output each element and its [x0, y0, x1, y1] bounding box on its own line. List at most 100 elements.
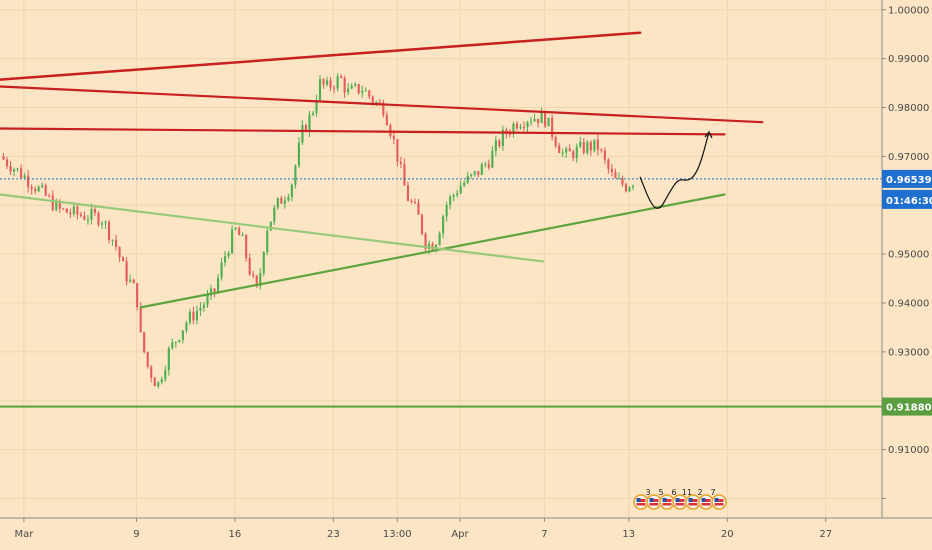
candle-body	[565, 148, 568, 153]
candle-body	[406, 185, 410, 201]
event-flag-icon[interactable]	[698, 494, 714, 510]
candle-body	[34, 189, 37, 192]
candle-body	[122, 257, 125, 262]
candle-body	[385, 114, 388, 126]
candle-body	[350, 85, 353, 89]
candle-body	[107, 221, 111, 240]
candle-body	[72, 206, 75, 215]
candle-body	[333, 87, 336, 89]
candle-body	[438, 233, 441, 246]
candle-body	[318, 79, 322, 101]
candle-body	[547, 117, 550, 127]
candle-body	[202, 304, 206, 308]
candle-body	[273, 207, 276, 222]
candle-body	[216, 277, 220, 292]
candlesticks	[2, 73, 635, 389]
y-tick-label: 1.00000	[888, 5, 929, 16]
y-tick-label: 0.95000	[888, 250, 929, 261]
price-axis-panel	[882, 0, 932, 550]
trendline-descending-support[interactable]	[0, 193, 545, 263]
candle-body	[600, 149, 603, 151]
candle-body	[195, 310, 198, 321]
candle-body	[589, 141, 592, 151]
trendline-descending-resistance[interactable]	[0, 85, 764, 124]
candle-body	[621, 178, 624, 185]
x-tick-label: Apr	[451, 529, 469, 540]
candle-body	[463, 182, 466, 186]
event-flag-icon[interactable]	[646, 494, 662, 510]
event-flag-icon[interactable]	[659, 494, 675, 510]
candle-body	[340, 76, 343, 78]
candle-body	[287, 196, 290, 201]
candle-body	[449, 196, 452, 205]
candle-body	[575, 146, 578, 159]
candle-body	[572, 151, 575, 159]
candle-body	[37, 186, 40, 192]
candle-body	[628, 187, 631, 192]
y-tick-label: 0.93000	[888, 347, 929, 358]
candle-body	[417, 203, 420, 215]
trendline-ascending-support[interactable]	[139, 193, 726, 309]
x-tick-label: 13:00	[383, 529, 412, 540]
candle-body	[213, 288, 216, 292]
candle-body	[533, 118, 536, 122]
candle-body	[262, 252, 265, 274]
x-tick-label: 7	[541, 529, 547, 540]
projection-curve[interactable]	[639, 131, 710, 209]
projection-arrowhead	[704, 130, 713, 139]
candle-body	[20, 168, 23, 178]
candle-body	[515, 123, 519, 129]
candle-body	[537, 118, 540, 124]
event-count-label: 3	[645, 488, 650, 497]
event-count-label: 11	[682, 488, 692, 497]
candle-body	[280, 198, 283, 204]
event-flag-icon[interactable]	[672, 494, 688, 510]
candle-body	[174, 341, 177, 343]
candle-body	[315, 100, 318, 113]
current-price-badge: 0.96539 01:46:30	[882, 169, 932, 209]
economic-event-markers[interactable]: 3 5 6 11 2 7	[633, 488, 727, 510]
gridlines	[0, 0, 882, 518]
candle-body	[508, 133, 511, 135]
current-price-label: 0.96539	[886, 175, 932, 186]
candle-body	[259, 273, 262, 287]
candle-body	[603, 150, 606, 160]
candle-body	[329, 80, 332, 88]
candle-body	[410, 200, 413, 202]
candle-body	[76, 206, 79, 215]
event-flag-icon[interactable]	[685, 494, 701, 510]
candle-body	[146, 351, 149, 367]
trendline-horizontal-resistance[interactable]	[0, 127, 726, 136]
y-tick-label: 0.94000	[888, 298, 929, 309]
event-flag-icon[interactable]	[633, 494, 649, 510]
x-tick-label: Mar	[14, 529, 34, 540]
candle-body	[617, 178, 621, 180]
candle-body	[93, 208, 97, 213]
candle-body	[118, 247, 121, 258]
candle-body	[610, 168, 613, 173]
candle-body	[624, 184, 628, 192]
candle-body	[269, 221, 272, 231]
candle-body	[157, 381, 160, 387]
event-count-label: 6	[671, 488, 676, 497]
candle-body	[171, 342, 174, 349]
candle-body	[614, 172, 617, 179]
candle-body	[371, 96, 374, 103]
event-count-label: 2	[697, 488, 702, 497]
candle-body	[593, 139, 596, 151]
candle-body	[361, 91, 364, 93]
event-flag-icon[interactable]	[711, 494, 727, 510]
candle-body	[62, 208, 65, 210]
candle-body	[368, 90, 371, 97]
trendline-upper-resistance[interactable]	[0, 31, 642, 81]
candle-body	[459, 185, 462, 194]
candle-body	[234, 227, 237, 230]
candle-body	[343, 77, 346, 93]
candle-body	[252, 274, 255, 276]
x-tick-label: 13	[622, 529, 635, 540]
candle-body	[399, 161, 402, 164]
y-tick-label: 0.98000	[888, 103, 929, 114]
